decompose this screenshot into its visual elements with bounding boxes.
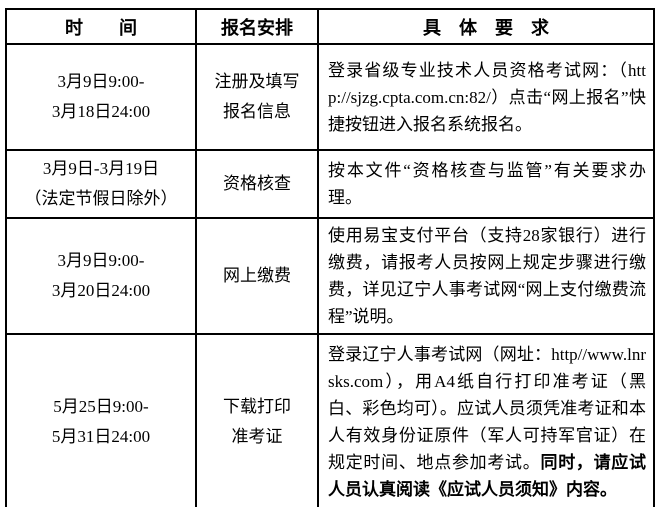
time-cell: 3月9日9:00- 3月20日24:00: [5, 217, 197, 335]
time-line: 3月20日24:00: [51, 281, 151, 300]
time-line: 3月9日-3月19日: [42, 159, 160, 178]
requirement-cell: 使用易宝支付平台（支持28家银行）进行缴费，请报考人员按网上规定步骤进行缴费，详…: [317, 217, 655, 335]
time-line: 3月9日9:00-: [57, 72, 145, 91]
table-row-qualification-check: 3月9日-3月19日 （法定节假日除外） 资格核查 按本文件“资格核查与监管”有…: [5, 149, 655, 219]
time-line: （法定节假日除外）: [24, 189, 178, 208]
header-row: 时 间 报名安排 具 体 要 求: [5, 8, 655, 45]
time-line: 5月31日24:00: [51, 427, 151, 446]
requirement-text: 登录辽宁人事考试网（网址：http//www.lnrsks.com），用A4纸自…: [328, 345, 646, 472]
time-line: 3月18日24:00: [51, 102, 151, 121]
header-arrangement: 报名安排: [195, 8, 319, 45]
arrangement-line: 下载打印: [223, 397, 291, 416]
header-requirements: 具 体 要 求: [317, 8, 655, 45]
time-cell: 5月25日9:00- 5月31日24:00: [5, 333, 197, 507]
table-row-online-payment: 3月9日9:00- 3月20日24:00 网上缴费 使用易宝支付平台（支持28家…: [5, 217, 655, 335]
arrangement-line: 网上缴费: [223, 266, 291, 285]
header-time: 时 间: [5, 8, 197, 45]
requirement-text: 按本文件“资格核查与监管”有关要求办理。: [328, 161, 646, 207]
table-row-register: 3月9日9:00- 3月18日24:00 注册及填写 报名信息 登录省级专业技术…: [5, 43, 655, 151]
requirement-cell: 按本文件“资格核查与监管”有关要求办理。: [317, 149, 655, 219]
time-cell: 3月9日-3月19日 （法定节假日除外）: [5, 149, 197, 219]
requirement-cell: 登录辽宁人事考试网（网址：http//www.lnrsks.com），用A4纸自…: [317, 333, 655, 507]
time-line: 5月25日9:00-: [53, 397, 149, 416]
requirement-text: 登录省级专业技术人员资格考试网：（http://sjzg.cpta.com.cn…: [328, 60, 646, 134]
arrangement-line: 资格核查: [223, 174, 291, 193]
arrangement-cell: 网上缴费: [195, 217, 319, 335]
requirement-cell: 登录省级专业技术人员资格考试网：（http://sjzg.cpta.com.cn…: [317, 43, 655, 151]
table-row-print-admission-ticket: 5月25日9:00- 5月31日24:00 下载打印 准考证 登录辽宁人事考试网…: [5, 333, 655, 507]
registration-schedule-table: 时 间 报名安排 具 体 要 求 3月9日9:00- 3月18日24:00 注册…: [5, 8, 655, 507]
requirement-text: 使用易宝支付平台（支持28家银行）进行缴费，请报考人员按网上规定步骤进行缴费，详…: [328, 226, 646, 326]
arrangement-cell: 资格核查: [195, 149, 319, 219]
arrangement-line: 注册及填写: [214, 72, 300, 91]
time-line: 3月9日9:00-: [57, 251, 145, 270]
arrangement-cell: 下载打印 准考证: [195, 333, 319, 507]
arrangement-cell: 注册及填写 报名信息: [195, 43, 319, 151]
arrangement-line: 准考证: [231, 427, 283, 446]
arrangement-line: 报名信息: [223, 102, 291, 121]
time-cell: 3月9日9:00- 3月18日24:00: [5, 43, 197, 151]
requirement-text-bold: 同时，请应试人员认真阅读《应试人员须知》内容。: [328, 453, 647, 499]
